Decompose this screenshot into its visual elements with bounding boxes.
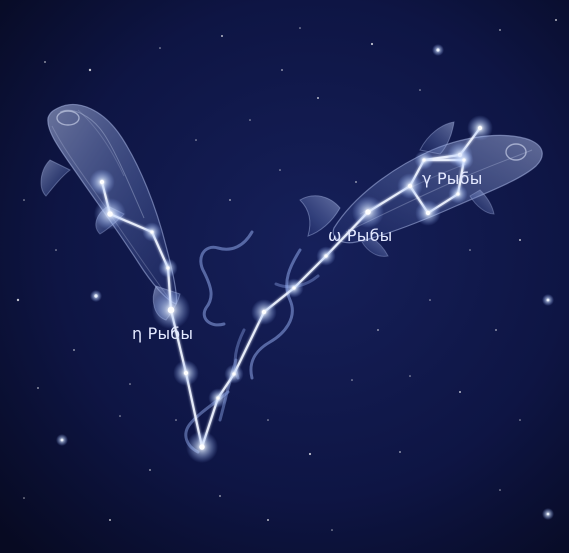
background-stars [16, 19, 557, 531]
constellation-star [208, 388, 228, 408]
label-omega-psc: ω Рыбы [328, 226, 392, 245]
background-star [149, 469, 151, 471]
background-sparkle-star [432, 44, 444, 56]
constellation-star [284, 278, 304, 298]
background-star [499, 489, 501, 491]
constellation-star [251, 299, 277, 325]
background-star [44, 61, 46, 63]
background-star [55, 249, 57, 251]
background-sparkle-star [90, 290, 102, 302]
background-star [429, 299, 431, 301]
constellation-star [94, 198, 126, 230]
background-star [495, 329, 497, 331]
label-eta-psc: η Рыбы [132, 324, 193, 343]
background-star [459, 391, 461, 393]
background-star [419, 89, 421, 91]
constellation-star [415, 200, 441, 226]
background-star [469, 249, 471, 251]
background-star [159, 47, 161, 49]
background-star [331, 529, 333, 531]
background-star [73, 349, 75, 351]
constellation-star [224, 364, 244, 384]
background-star [195, 139, 197, 141]
background-star [267, 419, 269, 421]
background-star [175, 419, 177, 421]
constellation-star [142, 222, 162, 242]
constellation-star [454, 150, 474, 170]
constellation-star [467, 115, 493, 141]
background-star [88, 68, 92, 72]
background-star [219, 495, 221, 497]
background-star [221, 35, 223, 37]
background-sparkle-star [542, 508, 554, 520]
constellation-star [414, 150, 434, 170]
background-star [399, 451, 401, 453]
background-star [519, 239, 521, 241]
background-star [119, 415, 121, 417]
constellation-star [89, 169, 115, 195]
background-star [267, 519, 269, 521]
background-star [499, 29, 501, 31]
background-star [37, 387, 39, 389]
background-star [129, 383, 131, 385]
background-star [355, 181, 357, 183]
background-star [299, 27, 301, 29]
background-star [370, 42, 374, 46]
background-star [23, 199, 25, 201]
background-star [249, 119, 251, 121]
background-star [308, 452, 312, 456]
background-star [281, 69, 283, 71]
background-star [109, 519, 111, 521]
constellation-star [151, 290, 191, 330]
background-star [279, 169, 281, 171]
background-star [16, 298, 20, 302]
background-star [519, 419, 521, 421]
background-star [351, 379, 353, 381]
background-star [229, 199, 231, 201]
background-sparkle-star [542, 294, 554, 306]
constellation-star [316, 246, 336, 266]
constellation-star [186, 431, 218, 463]
label-gamma-psc: γ Рыбы [422, 169, 483, 188]
constellation-star [397, 173, 423, 199]
background-star [555, 19, 557, 21]
background-star [377, 329, 379, 331]
background-sparkle-star [56, 434, 68, 446]
background-star [23, 497, 25, 499]
constellation-star [158, 258, 178, 278]
background-star [409, 375, 411, 377]
background-star [317, 97, 319, 99]
constellation-star [173, 360, 199, 386]
constellation-star [448, 184, 468, 204]
constellation-star [352, 196, 384, 228]
constellation-stars [89, 115, 493, 463]
